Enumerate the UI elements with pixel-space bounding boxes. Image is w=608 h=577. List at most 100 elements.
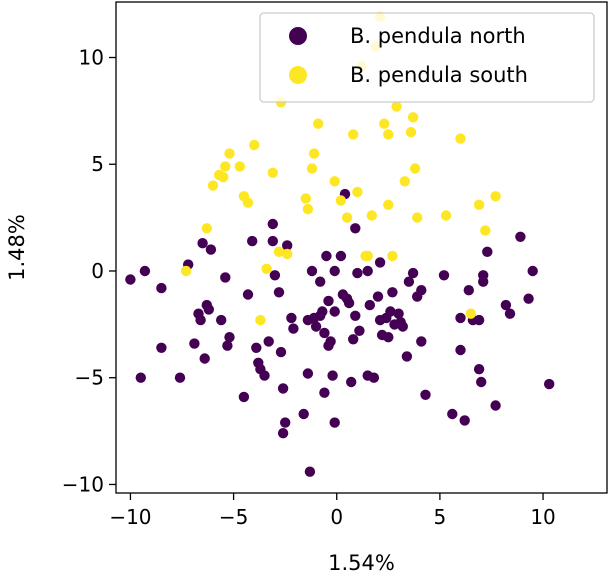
point-north-5	[174, 372, 186, 383]
point-south-36	[391, 101, 402, 112]
point-north-72	[368, 372, 380, 383]
point-north-13	[203, 304, 214, 315]
point-south-18	[302, 203, 314, 215]
point-south-14	[273, 246, 285, 257]
point-north-35	[282, 240, 293, 251]
point-south-32	[379, 118, 390, 129]
point-south-38	[405, 127, 417, 138]
point-south-34	[383, 199, 394, 210]
point-south-39	[407, 112, 419, 123]
y-tick-label-1: −5	[75, 366, 104, 390]
point-south-19	[306, 163, 318, 174]
point-north-103	[478, 276, 489, 287]
point-north-55	[329, 417, 340, 428]
point-north-79	[385, 306, 396, 317]
point-north-96	[459, 415, 470, 426]
point-north-38	[298, 408, 309, 420]
legend-box	[259, 12, 595, 103]
point-north-86	[403, 276, 415, 287]
ticks-layer: −10 −5 0 5 10 −10 −5 0 5 10	[62, 46, 556, 529]
point-north-44	[310, 321, 322, 332]
point-south-33	[383, 129, 394, 140]
point-north-1	[135, 372, 146, 383]
y-tick-label-2: 0	[91, 259, 104, 283]
x-tick-label-1: −5	[219, 505, 248, 529]
point-north-58	[335, 250, 347, 262]
point-north-34	[280, 417, 291, 428]
point-south-4	[218, 171, 229, 183]
y-tick-label-4: 10	[79, 46, 104, 70]
point-south-20	[308, 148, 320, 159]
point-north-3	[156, 282, 167, 294]
point-south-29	[366, 210, 377, 221]
point-north-32	[277, 428, 289, 439]
y-tick-label-0: −10	[62, 472, 104, 496]
point-south-48	[360, 250, 371, 262]
x-tick-label-0: −10	[109, 505, 151, 529]
point-north-110	[527, 265, 538, 277]
legend-marker-south	[289, 66, 307, 84]
point-north-25	[259, 370, 270, 381]
point-south-9	[242, 197, 254, 208]
point-north-19	[238, 391, 250, 403]
point-north-49	[319, 327, 330, 339]
point-north-47	[317, 306, 328, 317]
plot-frame	[115, 1, 608, 494]
point-north-91	[420, 389, 431, 400]
point-north-82	[393, 308, 404, 319]
point-north-18	[224, 332, 235, 343]
point-north-4	[156, 342, 167, 353]
points-layer	[125, 11, 555, 477]
point-north-90	[416, 336, 427, 347]
point-south-35	[387, 250, 398, 262]
point-north-16	[220, 272, 231, 283]
point-north-85	[401, 351, 413, 362]
y-axis-label: 1.48%	[5, 214, 29, 281]
point-north-80	[387, 287, 398, 298]
point-north-39	[302, 368, 314, 379]
point-south-40	[409, 163, 421, 174]
x-axis-label: 1.54%	[328, 551, 395, 575]
point-north-68	[354, 325, 365, 336]
point-north-107	[504, 308, 516, 319]
point-north-57	[329, 265, 340, 277]
point-north-42	[306, 265, 318, 277]
point-north-74	[374, 257, 386, 268]
point-north-9	[195, 314, 206, 326]
point-north-51	[323, 295, 334, 307]
point-north-31	[275, 346, 287, 358]
point-north-48	[319, 387, 330, 398]
point-north-97	[463, 285, 474, 296]
point-north-84	[397, 321, 408, 332]
point-north-10	[197, 238, 208, 249]
point-north-62	[343, 297, 355, 309]
legend-label-south: B. pendula south	[350, 63, 528, 87]
point-south-17	[300, 193, 311, 204]
legend-label-north: B. pendula north	[350, 24, 526, 48]
point-north-15	[216, 314, 227, 326]
point-north-7	[189, 338, 200, 349]
point-north-93	[447, 408, 458, 420]
point-south-12	[261, 263, 272, 274]
point-north-0	[125, 274, 136, 285]
point-south-46	[480, 225, 491, 236]
point-north-45	[315, 276, 326, 287]
point-north-2	[139, 265, 151, 277]
point-north-66	[350, 223, 361, 234]
point-north-54	[327, 370, 338, 381]
point-north-22	[251, 342, 262, 353]
point-north-99	[473, 314, 485, 326]
point-north-65	[350, 310, 361, 321]
point-north-73	[372, 291, 384, 302]
point-north-63	[346, 376, 357, 388]
point-north-33	[277, 383, 289, 394]
point-south-26	[352, 186, 363, 198]
point-north-11	[199, 353, 210, 364]
point-north-53	[325, 336, 336, 347]
x-tick-label-3: 5	[434, 505, 447, 529]
point-south-22	[329, 176, 340, 187]
point-north-78	[383, 332, 394, 343]
point-south-21	[313, 118, 324, 129]
point-south-24	[341, 212, 353, 223]
